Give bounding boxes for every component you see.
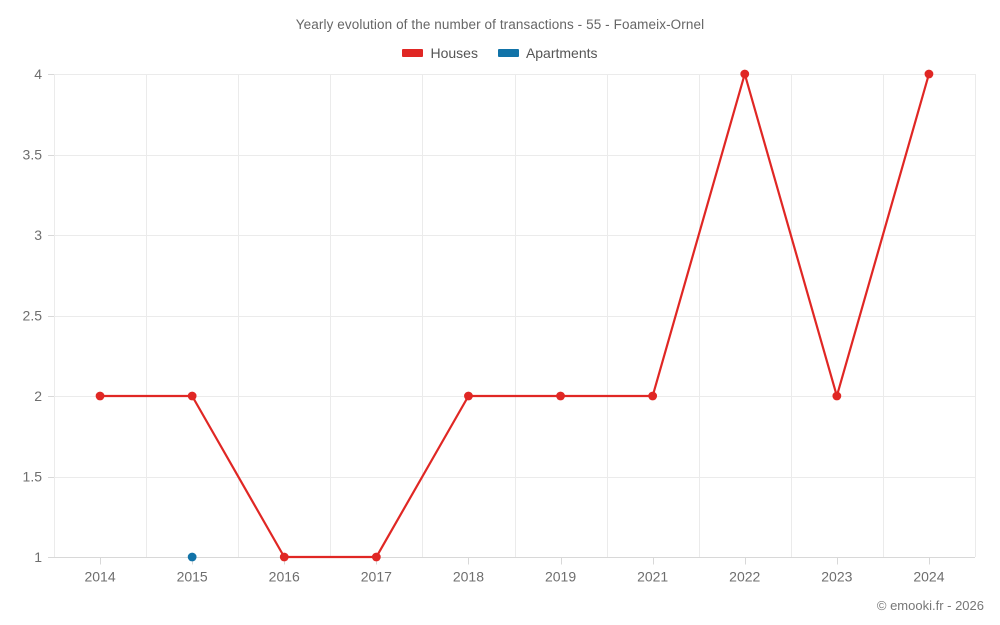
y-tick-label: 3.5 [23, 147, 43, 163]
data-point-houses[interactable] [556, 391, 565, 401]
x-tick-label: 2021 [637, 569, 668, 585]
data-point-houses[interactable] [187, 391, 197, 401]
legend-item-apartments[interactable]: Apartments [497, 45, 598, 61]
legend-item-houses[interactable]: Houses [402, 45, 478, 61]
legend-label-apartments: Apartments [525, 45, 598, 61]
series-line-houses [98, 72, 931, 559]
data-point-apartments[interactable] [187, 552, 197, 562]
y-tick-label: 3 [34, 227, 42, 243]
data-point-houses[interactable] [464, 391, 473, 401]
legend-swatch-apartments [497, 49, 519, 57]
data-series-group [95, 69, 934, 562]
y-tick-label: 2.5 [23, 308, 43, 324]
data-point-houses[interactable] [371, 552, 381, 562]
data-point-houses[interactable] [832, 391, 842, 401]
credit-label: © emooki.fr - 2026 [876, 598, 984, 613]
y-tick-label: 1.5 [23, 469, 43, 485]
y-axis-labels-group: 1 1.5 2 2.5 3 3.5 4 [23, 66, 43, 565]
x-tick-label: 2024 [913, 569, 944, 585]
data-point-houses[interactable] [95, 391, 105, 401]
x-tick-label: 2017 [361, 569, 392, 585]
x-tick-label: 2019 [545, 569, 576, 585]
y-tick-label: 4 [34, 66, 42, 82]
legend-label-houses: Houses [430, 45, 478, 61]
y-tick-label: 1 [34, 549, 42, 565]
x-tick-label: 2014 [84, 569, 115, 585]
x-tick-label: 2016 [269, 569, 300, 585]
x-tick-label: 2023 [821, 569, 852, 585]
x-tick-label: 2022 [729, 569, 760, 585]
gridlines-group [54, 74, 976, 557]
data-point-houses[interactable] [648, 391, 658, 401]
chart-title: Yearly evolution of the number of transa… [295, 17, 705, 32]
data-point-houses[interactable] [279, 552, 289, 562]
x-tick-label: 2015 [177, 569, 208, 585]
chart-legend: Houses Apartments [0, 46, 1000, 60]
x-axis-labels-group: 2014 2015 2016 2017 2018 2019 2021 2022 2023 2024 [84, 569, 944, 585]
y-tick-label: 2 [34, 388, 42, 404]
legend-swatch-houses [402, 49, 424, 57]
x-tick-label: 2018 [453, 569, 484, 585]
data-point-houses[interactable] [924, 69, 934, 79]
data-point-houses[interactable] [740, 69, 750, 79]
axis-lines-group [48, 74, 975, 565]
